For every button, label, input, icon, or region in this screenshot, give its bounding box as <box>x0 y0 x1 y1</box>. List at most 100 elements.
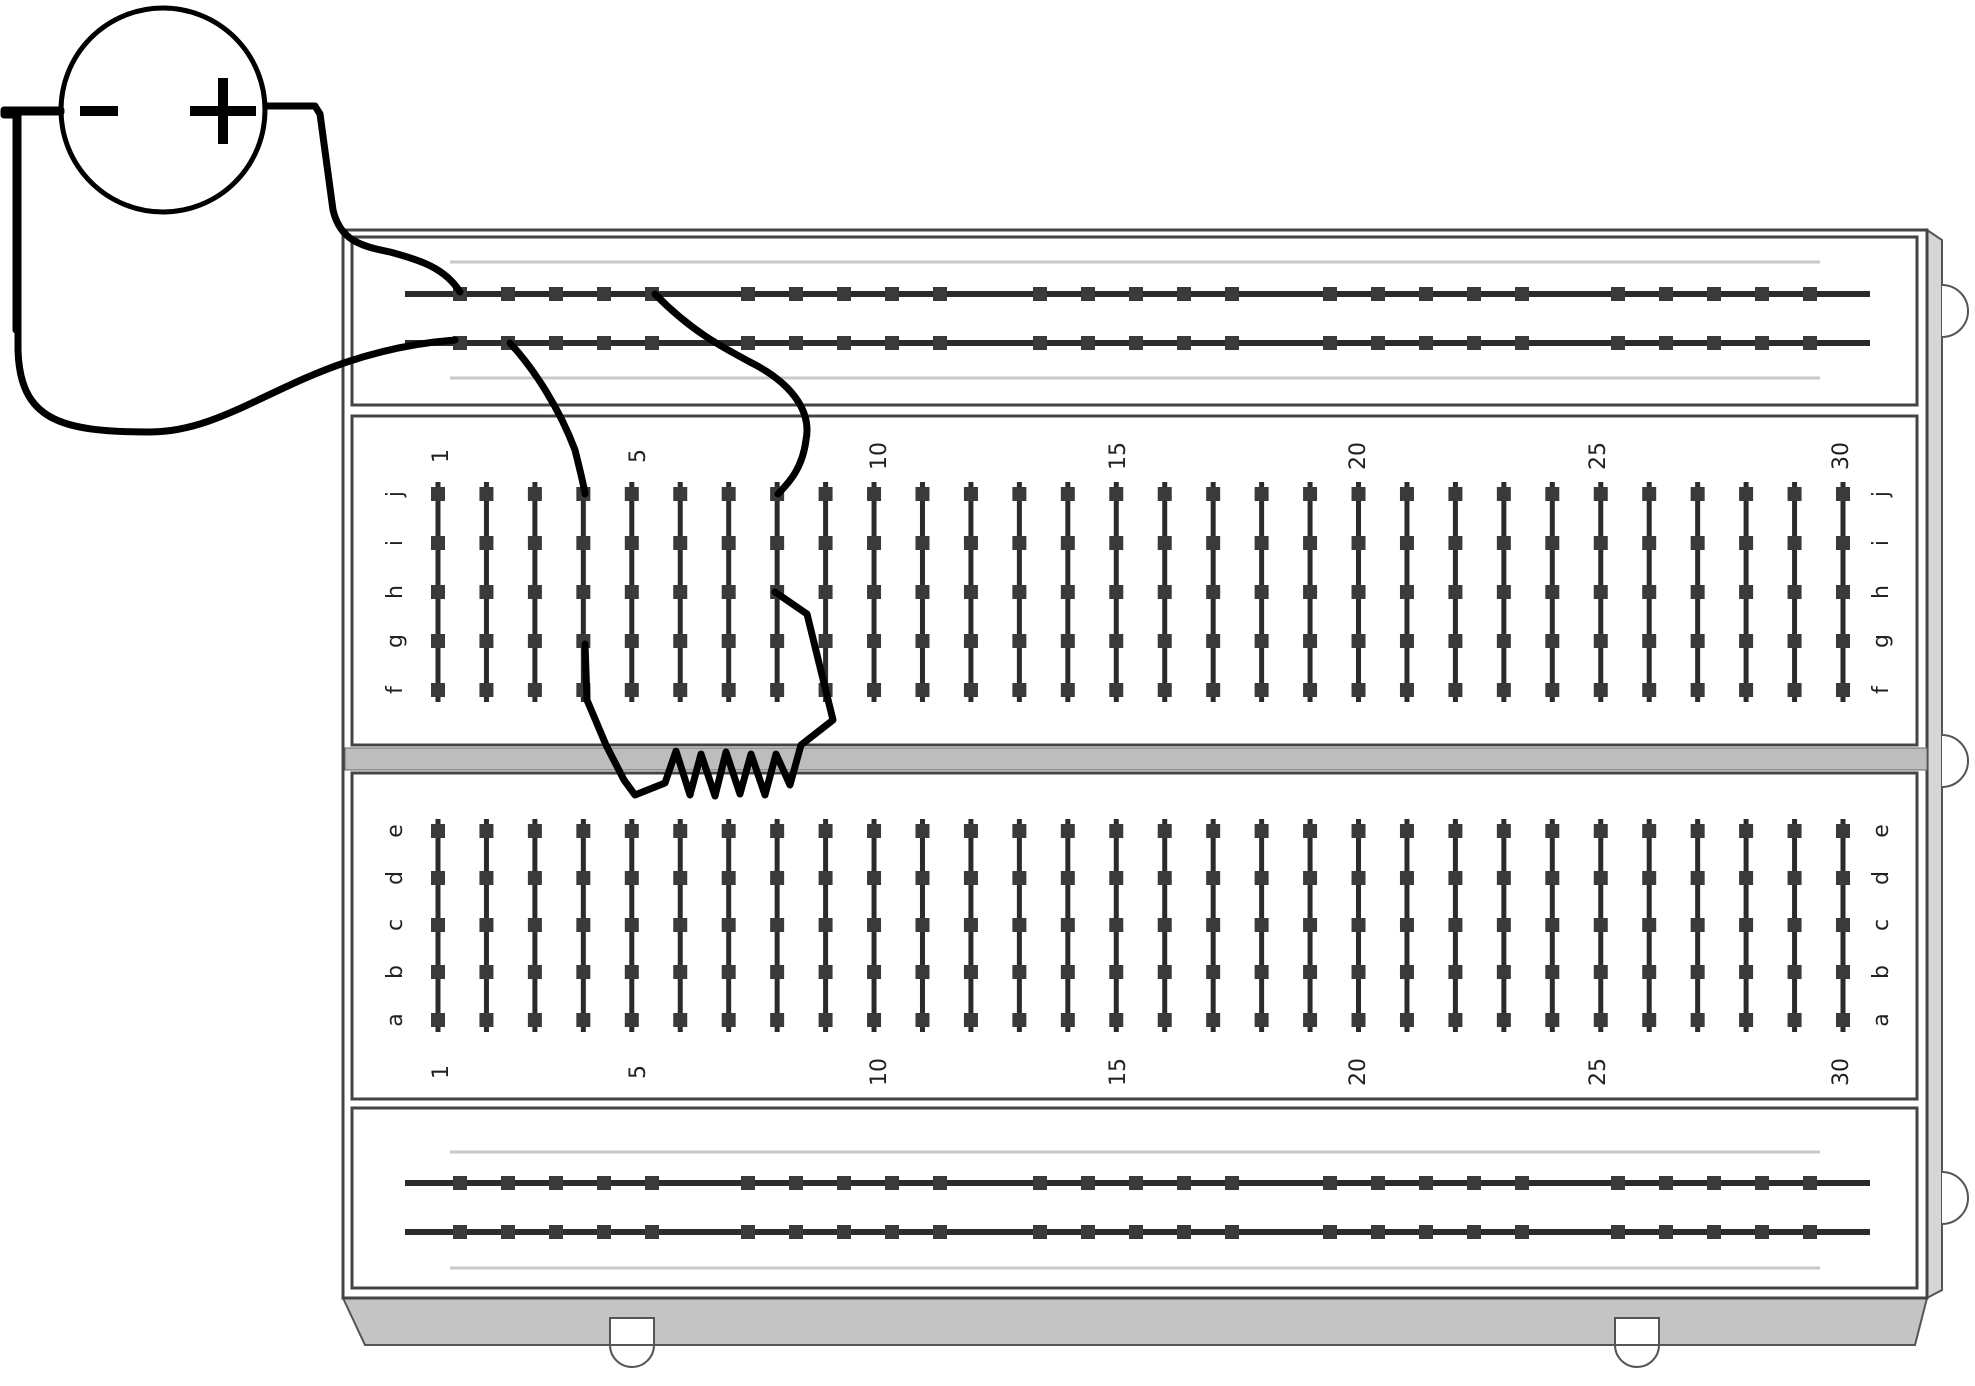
hole-f16[interactable] <box>1157 683 1172 697</box>
hole-h11[interactable] <box>915 585 930 599</box>
hole-i9[interactable] <box>818 536 833 550</box>
bottom-rail-1-hole-18[interactable] <box>1419 1176 1433 1190</box>
hole-j20[interactable] <box>1351 487 1366 501</box>
hole-c10[interactable] <box>867 918 882 932</box>
top-rail-2-hole-18[interactable] <box>1419 336 1433 350</box>
bottom-rail-1-hole-14[interactable] <box>1177 1176 1191 1190</box>
hole-h26[interactable] <box>1642 585 1657 599</box>
hole-j24[interactable] <box>1545 487 1560 501</box>
hole-j10[interactable] <box>867 487 882 501</box>
hole-h19[interactable] <box>1303 585 1318 599</box>
hole-c22[interactable] <box>1448 918 1463 932</box>
hole-j11[interactable] <box>915 487 930 501</box>
hole-b9[interactable] <box>818 965 833 979</box>
hole-a18[interactable] <box>1254 1013 1269 1027</box>
hole-d2[interactable] <box>479 871 494 885</box>
top-rail-2-hole-21[interactable] <box>1611 336 1625 350</box>
hole-e22[interactable] <box>1448 824 1463 838</box>
bottom-rail-2-hole-25[interactable] <box>1803 1225 1817 1239</box>
top-rail-1-hole-10[interactable] <box>933 287 947 301</box>
bottom-rail-1-hole-7[interactable] <box>789 1176 803 1190</box>
bottom-rail-1-hole-15[interactable] <box>1225 1176 1239 1190</box>
hole-i2[interactable] <box>479 536 494 550</box>
top-rail-1-hole-3[interactable] <box>549 287 563 301</box>
hole-b11[interactable] <box>915 965 930 979</box>
hole-g3[interactable] <box>527 634 542 648</box>
top-rail-1-hole-12[interactable] <box>1081 287 1095 301</box>
hole-j13[interactable] <box>1012 487 1027 501</box>
hole-c9[interactable] <box>818 918 833 932</box>
hole-h21[interactable] <box>1399 585 1414 599</box>
hole-g13[interactable] <box>1012 634 1027 648</box>
bottom-rail-2-hole-11[interactable] <box>1033 1225 1047 1239</box>
hole-g2[interactable] <box>479 634 494 648</box>
hole-d27[interactable] <box>1690 871 1705 885</box>
hole-h29[interactable] <box>1787 585 1802 599</box>
hole-g23[interactable] <box>1496 634 1511 648</box>
hole-h20[interactable] <box>1351 585 1366 599</box>
hole-i30[interactable] <box>1836 536 1850 550</box>
hole-e3[interactable] <box>527 824 542 838</box>
top-rail-2-hole-11[interactable] <box>1033 336 1047 350</box>
hole-g20[interactable] <box>1351 634 1366 648</box>
hole-c4[interactable] <box>576 918 591 932</box>
top-rail-1-hole-15[interactable] <box>1225 287 1239 301</box>
hole-j3[interactable] <box>527 487 542 501</box>
hole-a8[interactable] <box>770 1013 785 1027</box>
hole-j9[interactable] <box>818 487 833 501</box>
hole-c16[interactable] <box>1157 918 1172 932</box>
hole-b21[interactable] <box>1399 965 1414 979</box>
hole-j16[interactable] <box>1157 487 1172 501</box>
hole-c24[interactable] <box>1545 918 1560 932</box>
hole-c27[interactable] <box>1690 918 1705 932</box>
hole-c23[interactable] <box>1496 918 1511 932</box>
hole-d7[interactable] <box>721 871 736 885</box>
hole-d21[interactable] <box>1399 871 1414 885</box>
hole-d1[interactable] <box>431 871 445 885</box>
bottom-rail-2-hole-8[interactable] <box>837 1225 851 1239</box>
hole-i8[interactable] <box>770 536 785 550</box>
bottom-rail-1-hole-19[interactable] <box>1467 1176 1481 1190</box>
hole-f6[interactable] <box>673 683 688 697</box>
hole-d28[interactable] <box>1739 871 1754 885</box>
top-rail-2-hole-7[interactable] <box>789 336 803 350</box>
hole-c12[interactable] <box>963 918 978 932</box>
bottom-rail-1-hole-11[interactable] <box>1033 1176 1047 1190</box>
hole-c26[interactable] <box>1642 918 1657 932</box>
bottom-rail-1-hole-1[interactable] <box>453 1176 467 1190</box>
hole-a20[interactable] <box>1351 1013 1366 1027</box>
bottom-rail-1-hole-20[interactable] <box>1515 1176 1529 1190</box>
hole-b8[interactable] <box>770 965 785 979</box>
hole-b10[interactable] <box>867 965 882 979</box>
hole-e20[interactable] <box>1351 824 1366 838</box>
hole-e13[interactable] <box>1012 824 1027 838</box>
hole-i4[interactable] <box>576 536 591 550</box>
hole-c2[interactable] <box>479 918 494 932</box>
hole-e5[interactable] <box>624 824 639 838</box>
hole-g8[interactable] <box>770 634 785 648</box>
top-rail-2-hole-25[interactable] <box>1803 336 1817 350</box>
hole-d8[interactable] <box>770 871 785 885</box>
hole-i17[interactable] <box>1206 536 1221 550</box>
bottom-rail-1-hole-25[interactable] <box>1803 1176 1817 1190</box>
bottom-rail-2-hole-21[interactable] <box>1611 1225 1625 1239</box>
hole-f21[interactable] <box>1399 683 1414 697</box>
hole-a11[interactable] <box>915 1013 930 1027</box>
hole-a15[interactable] <box>1109 1013 1124 1027</box>
bottom-rail-2-hole-24[interactable] <box>1755 1225 1769 1239</box>
hole-f17[interactable] <box>1206 683 1221 697</box>
hole-b16[interactable] <box>1157 965 1172 979</box>
hole-e29[interactable] <box>1787 824 1802 838</box>
top-rail-1-hole-2[interactable] <box>501 287 515 301</box>
hole-c15[interactable] <box>1109 918 1124 932</box>
top-rail-1-hole-17[interactable] <box>1371 287 1385 301</box>
hole-i22[interactable] <box>1448 536 1463 550</box>
hole-h28[interactable] <box>1739 585 1754 599</box>
top-rail-2-hole-14[interactable] <box>1177 336 1191 350</box>
hole-a24[interactable] <box>1545 1013 1560 1027</box>
hole-b28[interactable] <box>1739 965 1754 979</box>
hole-h6[interactable] <box>673 585 688 599</box>
hole-j30[interactable] <box>1836 487 1850 501</box>
top-rail-1-hole-25[interactable] <box>1803 287 1817 301</box>
hole-g14[interactable] <box>1060 634 1075 648</box>
